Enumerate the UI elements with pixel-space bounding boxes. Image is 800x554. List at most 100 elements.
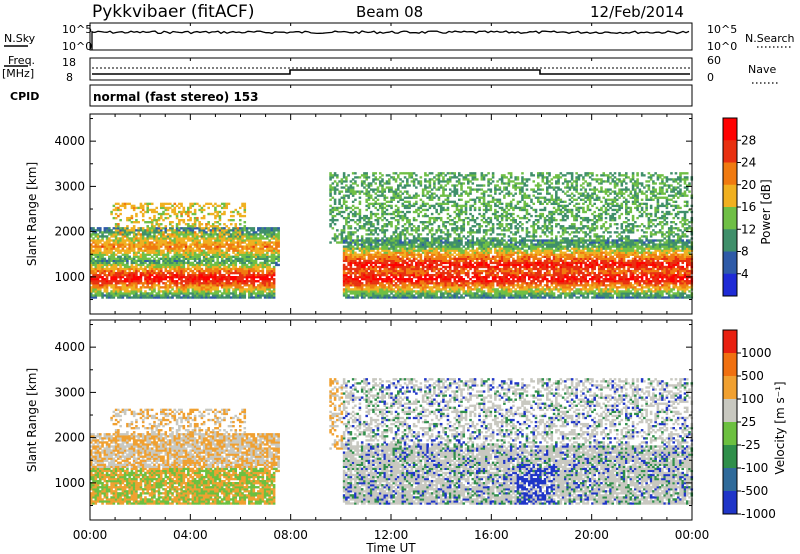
power-cell	[340, 196, 344, 199]
power-cell	[187, 271, 190, 275]
power-cell	[250, 239, 253, 242]
power-cell	[189, 296, 192, 299]
power-cell	[150, 271, 154, 275]
power-cell	[376, 259, 380, 263]
power-cell	[428, 286, 432, 289]
power-cell	[205, 233, 208, 236]
power-cell	[157, 231, 161, 234]
power-cell	[435, 245, 438, 248]
power-cell	[374, 296, 378, 299]
power-cell	[390, 237, 393, 240]
power-cell	[105, 265, 109, 269]
power-cell	[99, 273, 102, 277]
power-cell	[342, 194, 346, 197]
power-cell	[372, 296, 375, 299]
power-cell	[372, 229, 375, 232]
power-cell	[92, 267, 95, 271]
power-cell	[189, 247, 192, 250]
power-cell	[207, 239, 210, 242]
power-cell	[90, 265, 93, 269]
power-cell	[390, 282, 393, 285]
power-cell	[259, 237, 262, 240]
power-cell	[90, 249, 93, 252]
power-cell	[236, 288, 240, 291]
power-cell	[439, 241, 443, 244]
power-cell	[157, 223, 161, 226]
power-cell	[225, 282, 229, 285]
power-cell	[351, 245, 355, 248]
power-cell	[234, 229, 238, 232]
power-cell	[387, 278, 391, 281]
power-cell	[157, 218, 161, 222]
power-cell	[238, 233, 242, 236]
power-cell	[148, 241, 152, 244]
power-cell	[369, 292, 373, 295]
power-cell	[455, 290, 459, 293]
power-cell	[248, 294, 251, 297]
power-cell	[159, 235, 163, 238]
power-cell	[272, 253, 276, 256]
power-cell	[394, 229, 398, 232]
power-cell	[356, 275, 359, 279]
power-cell	[367, 251, 371, 254]
power-cell	[191, 278, 195, 281]
power-cell	[90, 290, 93, 293]
power-cell	[169, 296, 172, 299]
power-cell	[90, 269, 93, 273]
power-cell	[453, 269, 457, 273]
power-cell	[227, 259, 231, 263]
power-cell	[367, 255, 371, 258]
power-cell	[157, 271, 161, 275]
power-cell	[372, 284, 375, 287]
power-cell	[394, 241, 398, 244]
power-cell	[399, 182, 402, 185]
power-cell	[216, 282, 219, 285]
power-cell	[444, 290, 447, 293]
power-cell	[433, 292, 436, 295]
power-cell	[263, 275, 267, 279]
power-cell	[150, 218, 154, 222]
power-cell	[90, 282, 93, 285]
power-cell	[415, 241, 418, 244]
power-cell	[94, 235, 98, 238]
power-cell	[193, 237, 197, 240]
power-cell	[169, 239, 172, 242]
power-cell	[164, 284, 168, 287]
power-cell	[369, 255, 373, 258]
power-cell	[412, 241, 416, 244]
power-cell	[198, 231, 201, 234]
power-cell	[220, 267, 224, 271]
power-cell	[132, 259, 136, 263]
power-cell	[374, 275, 378, 279]
power-cell	[410, 223, 414, 226]
power-cell	[232, 263, 235, 267]
power-cell	[214, 231, 217, 234]
power-cell	[415, 269, 418, 273]
power-cell	[243, 290, 247, 293]
power-cell	[202, 280, 206, 283]
power-cell	[336, 182, 339, 185]
power-cell	[241, 269, 244, 273]
power-cell	[153, 243, 156, 246]
power-cell	[232, 294, 235, 297]
power-cell	[139, 294, 143, 297]
power-cell	[358, 253, 362, 256]
power-cell	[401, 216, 405, 220]
power-cell	[349, 282, 353, 285]
power-cell	[128, 273, 131, 277]
power-cell	[448, 282, 452, 285]
power-cell	[272, 251, 276, 254]
power-cell	[238, 267, 242, 271]
power-cell	[200, 271, 204, 275]
power-cell	[347, 284, 350, 287]
power-cell	[437, 269, 441, 273]
power-cell	[101, 253, 104, 256]
power-cell	[272, 249, 276, 252]
power-cell	[277, 243, 280, 246]
power-cell	[96, 290, 100, 293]
power-cell	[369, 212, 373, 216]
power-cell	[435, 216, 438, 220]
power-cell	[369, 263, 373, 267]
power-cell	[394, 225, 398, 228]
power-cell	[374, 243, 378, 246]
